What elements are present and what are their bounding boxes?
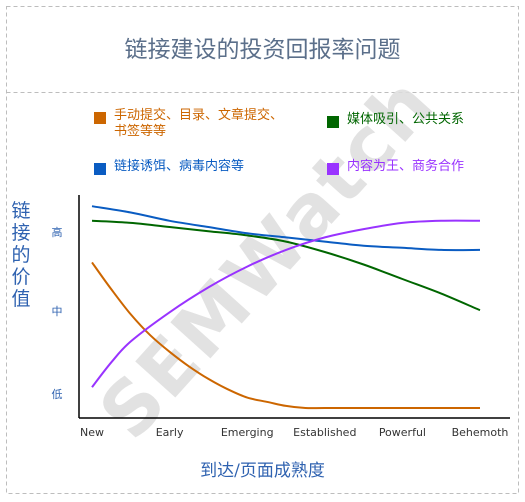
x-tick-label: Powerful xyxy=(379,426,426,439)
x-tick-label: Early xyxy=(156,426,184,439)
legend-label: 内容为王、商务合作 xyxy=(347,159,465,174)
legend-item-pr: 媒体吸引、公共关系 xyxy=(327,112,464,128)
series-line-content xyxy=(91,219,481,388)
legend-swatch xyxy=(327,116,339,128)
series-line-pr xyxy=(91,219,481,312)
legend-swatch xyxy=(94,112,106,124)
y-axis-label: 链接的价值 xyxy=(11,200,31,310)
legend-swatch xyxy=(94,163,106,175)
y-tick-label-low: 低 xyxy=(51,388,63,401)
y-tick-label-high: 高 xyxy=(51,226,63,239)
y-tick-label-mid: 中 xyxy=(51,305,63,318)
page-title: 链接建设的投资回报率问题 xyxy=(124,37,401,63)
series-line-manual xyxy=(91,261,480,410)
legend-label: 媒体吸引、公共关系 xyxy=(347,112,465,127)
x-tick-label: Established xyxy=(293,426,356,439)
legend-item-content: 内容为王、商务合作 xyxy=(327,159,464,175)
legend-label: 链接诱饵、病毒内容等 xyxy=(114,159,245,174)
legend-item-linkbait: 链接诱饵、病毒内容等 xyxy=(94,159,244,175)
x-tick-label: Emerging xyxy=(221,426,274,439)
series-line-linkbait xyxy=(91,205,481,252)
x-tick-label: Behemoth xyxy=(452,426,509,439)
legend-label: 手动提交、目录、文章提交、书签等等 xyxy=(114,108,284,139)
x-axis-label: 到达/页面成熟度 xyxy=(200,461,325,481)
x-tick-label: New xyxy=(80,426,104,439)
legend-swatch xyxy=(327,163,339,175)
legend-item-manual: 手动提交、目录、文章提交、书签等等 xyxy=(94,108,284,140)
